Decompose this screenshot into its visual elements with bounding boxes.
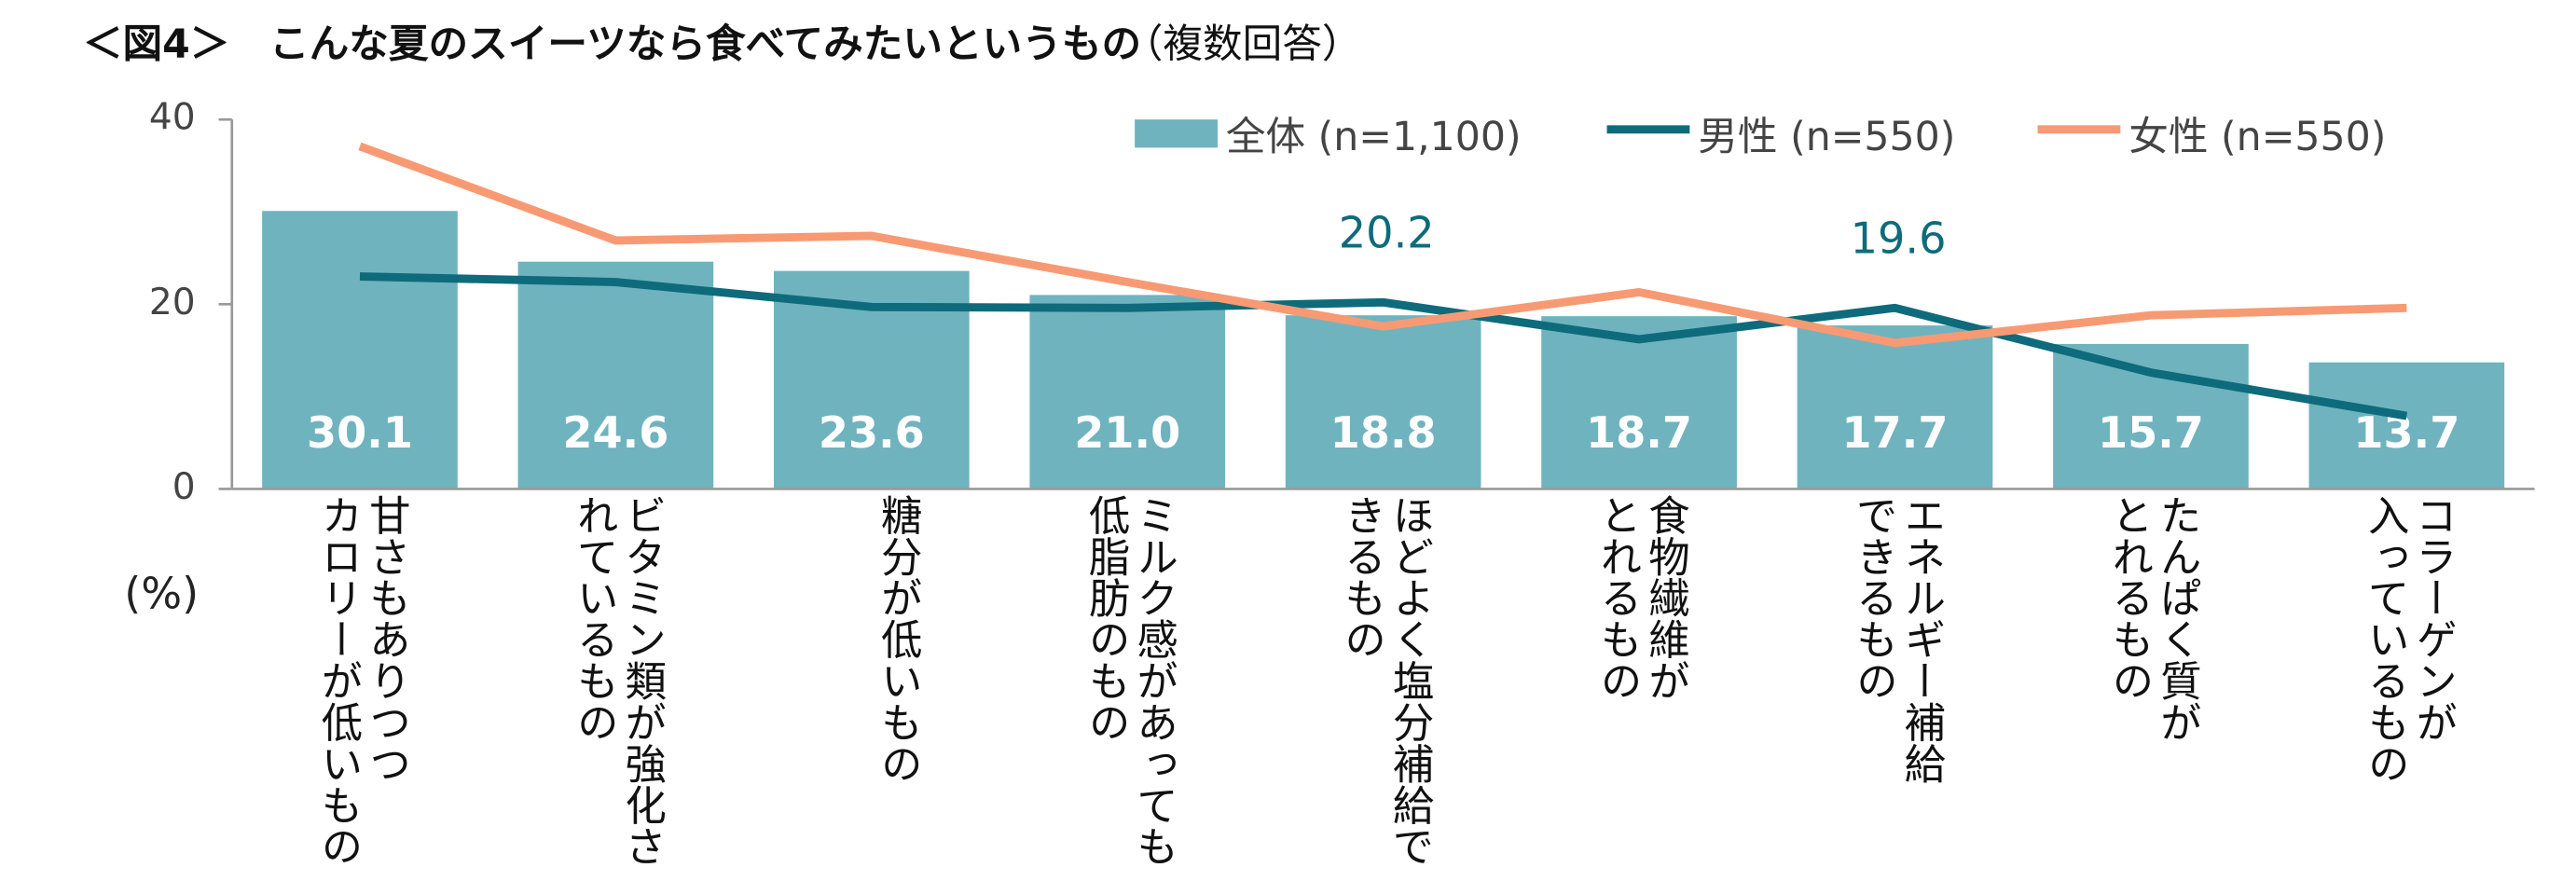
x-tick-label: とれるもの	[1592, 494, 1640, 701]
x-tick-label: 食物繊維が	[1641, 494, 1688, 701]
bar-value-label: 15.7	[2098, 407, 2204, 458]
chart-subtitle: （複数回答）	[1123, 21, 1362, 68]
x-tick-label: れているもの	[570, 494, 617, 743]
legend-label: 男性 (n=550)	[1698, 114, 1955, 160]
bar-value-label: 18.8	[1330, 407, 1437, 458]
bar-value-label: 30.1	[307, 407, 413, 458]
bar-value-label: 23.6	[819, 407, 925, 458]
bar	[1797, 325, 1993, 489]
x-tick-label: ほどよく塩分補給で	[1385, 494, 1433, 867]
legend-label: 女性 (n=550)	[2128, 114, 2386, 160]
line	[359, 272, 2408, 420]
x-tick-label: カロリーが低いもの	[313, 494, 362, 867]
x-tick-label: きるもの	[1337, 494, 1384, 660]
bar	[2308, 362, 2505, 489]
x-tick-label: たんぱく質が	[2153, 494, 2200, 743]
x-tick-label: エネルギー補給	[1896, 494, 1944, 784]
y-tick-label: 20	[149, 282, 196, 324]
chart-title: ＜図4＞ こんな夏のスイーツなら食べてみたいというもの	[83, 21, 1141, 68]
x-tick-label: とれるもの	[2104, 494, 2152, 701]
bar-value-label: 21.0	[1074, 407, 1180, 458]
x-tick-label: できるもの	[1849, 494, 1896, 701]
line-value-label: 19.6	[1851, 213, 1947, 264]
bar	[2053, 343, 2249, 489]
y-axis-label: (%)	[124, 568, 199, 618]
legend-label: 全体 (n=1,100)	[1226, 114, 1522, 160]
legend-swatch	[1135, 119, 1218, 148]
x-tick-label: 入っているもの	[2361, 494, 2408, 784]
line	[358, 142, 2407, 348]
x-tick-label: ミルク感があっても	[1129, 494, 1177, 867]
bar	[517, 261, 714, 489]
line-value-label: 20.2	[1339, 208, 1435, 258]
y-tick-label: 0	[172, 466, 196, 508]
x-tick-label: コラーゲンが	[2408, 494, 2456, 743]
bar	[1541, 316, 1737, 489]
bar-value-label: 17.7	[1842, 407, 1949, 458]
bar	[262, 211, 458, 489]
x-tick-label: 糖分が低いもの	[874, 494, 922, 784]
y-tick-label: 40	[149, 97, 196, 139]
bar	[1285, 315, 1481, 489]
x-tick-label: 甘さもありつつ	[362, 494, 409, 784]
x-tick-label: 低脂肪のもの	[1081, 494, 1130, 743]
bar-value-label: 24.6	[562, 407, 668, 458]
bar	[1029, 295, 1226, 489]
bar-value-label: 18.7	[1586, 407, 1692, 458]
x-tick-label: ビタミン類が強化さ	[617, 494, 665, 867]
